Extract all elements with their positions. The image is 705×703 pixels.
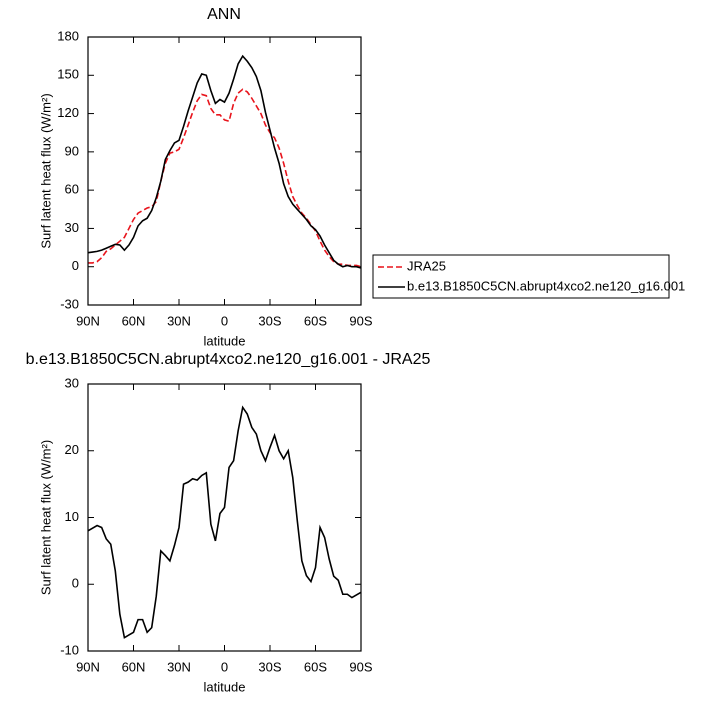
x-tick-label: 30S [258, 313, 281, 328]
x-tick-label: 0 [221, 313, 228, 328]
legend-label: b.e13.B1850C5CN.abrupt4xco2.ne120_g16.00… [407, 278, 685, 293]
x-tick-label: 0 [221, 659, 228, 674]
y-tick-label: 0 [72, 576, 79, 591]
plot-frame [87, 36, 362, 306]
x-tick-label: 60S [304, 659, 327, 674]
y-tick-label: 30 [65, 375, 79, 390]
x-tick-label: 30S [258, 659, 281, 674]
x-tick-label: 60N [122, 313, 146, 328]
y-tick-label: 20 [65, 442, 79, 457]
x-tick-label: 90N [76, 659, 100, 674]
x-tick-label: 90S [349, 659, 372, 674]
y-axis-label: Surf latent heat flux (W/m²) [38, 440, 53, 595]
y-tick-label: 120 [57, 105, 79, 120]
y-tick-label: 150 [57, 67, 79, 82]
x-axis-label: latitude [204, 333, 246, 348]
x-tick-label: 60S [304, 313, 327, 328]
legend-box [372, 254, 670, 299]
x-tick-label: 90N [76, 313, 100, 328]
data-line [87, 54, 362, 269]
y-tick-label: -30 [60, 296, 79, 311]
data-line [88, 88, 362, 268]
y-tick-label: 90 [65, 143, 79, 158]
y-tick-label: 60 [65, 182, 79, 197]
chart-title: ANN [207, 6, 241, 23]
y-axis-label: Surf latent heat flux (W/m²) [38, 93, 53, 248]
x-tick-label: 30N [167, 659, 191, 674]
legend-label: JRA25 [407, 258, 446, 273]
plot-frame [87, 383, 362, 652]
data-line [87, 405, 362, 639]
y-tick-label: 180 [57, 28, 79, 43]
chart-title: b.e13.B1850C5CN.abrupt4xco2.ne120_g16.00… [26, 351, 431, 368]
y-tick-label: 30 [65, 220, 79, 235]
y-tick-label: 0 [72, 258, 79, 273]
x-tick-label: 30N [167, 313, 191, 328]
x-axis-label: latitude [204, 679, 246, 694]
x-tick-label: 60N [122, 659, 146, 674]
y-tick-label: -10 [60, 642, 79, 657]
y-tick-label: 10 [65, 509, 79, 524]
x-tick-label: 90S [349, 313, 372, 328]
